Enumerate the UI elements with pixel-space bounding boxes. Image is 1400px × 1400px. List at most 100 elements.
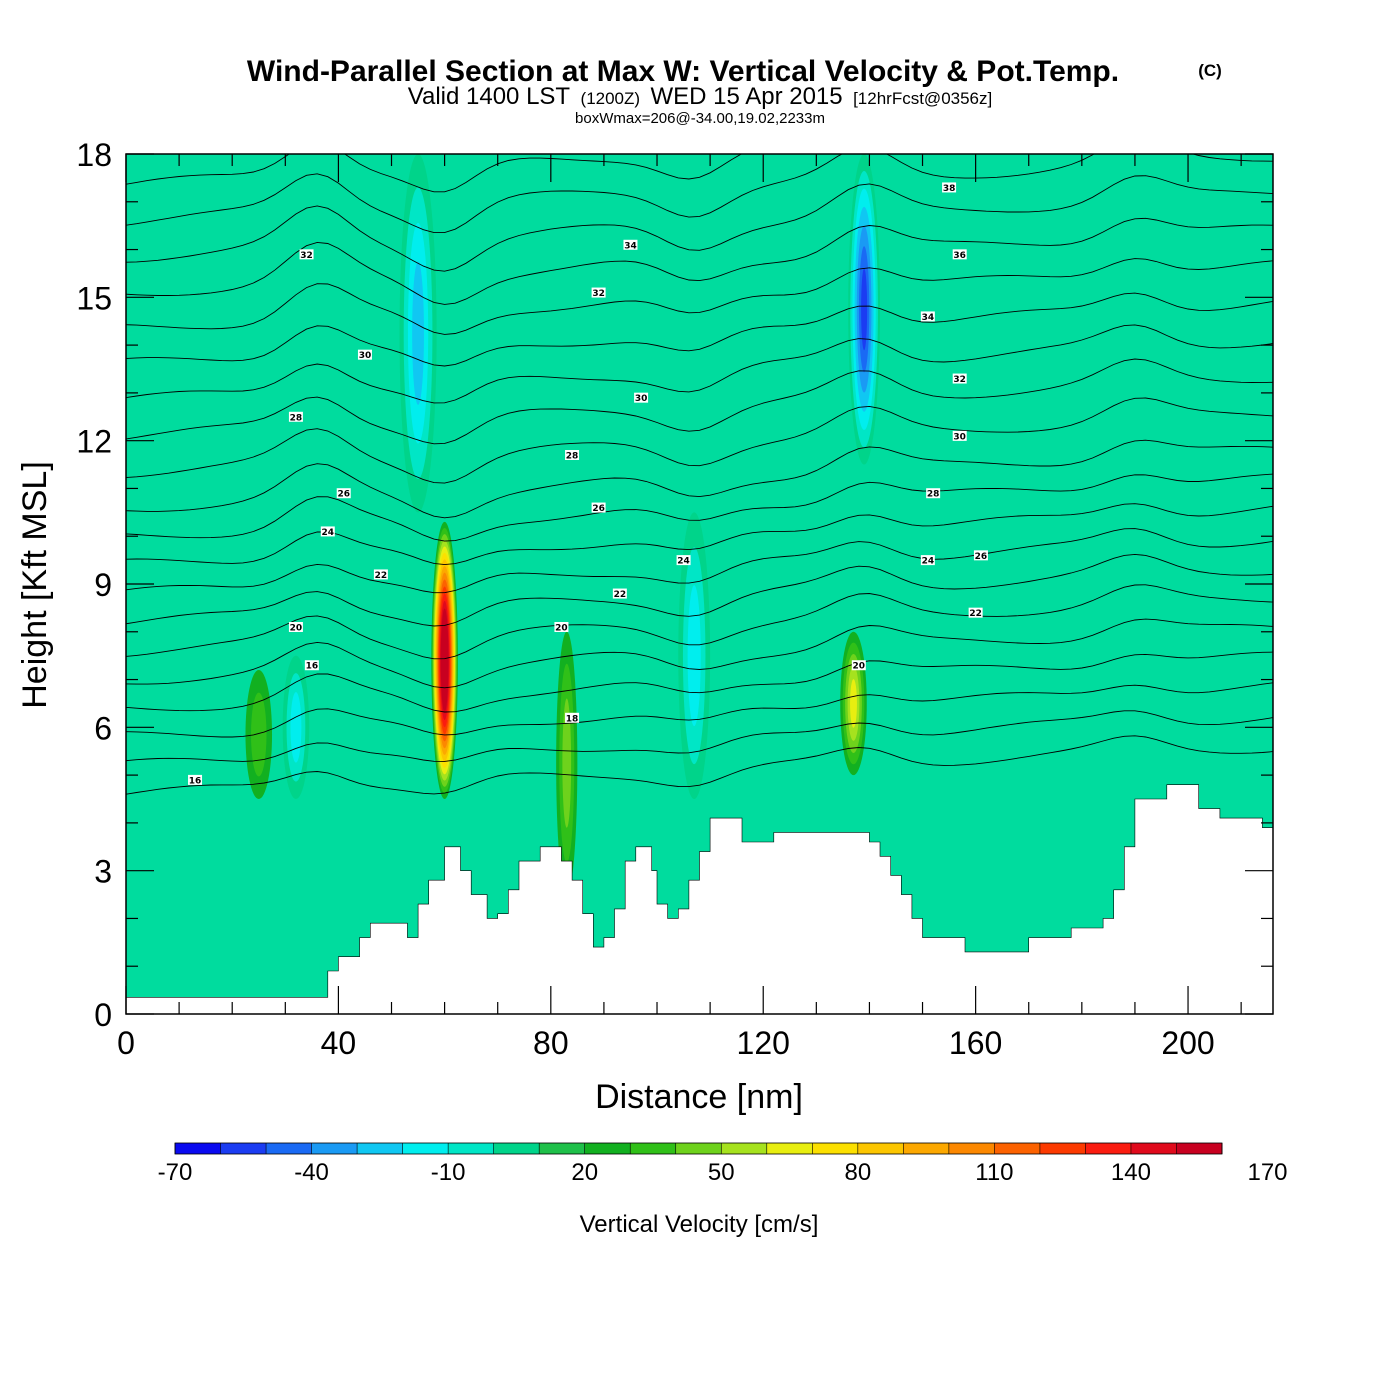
colorbar-swatch [1039,1143,1086,1154]
colorbar-tick-label: 170 [1247,1159,1287,1186]
contour-label: 22 [373,569,388,581]
contour-label: 26 [591,502,606,514]
contour-label-text: 30 [359,351,372,361]
contour-label: 24 [920,555,935,567]
colorbar-swatch [584,1143,631,1154]
chart-title: Wind-Parallel Section at Max W: Vertical… [247,55,1119,88]
colorbar-tick-label: 110 [975,1159,1013,1186]
theta-contour [126,735,1273,795]
zulu-time: (1200Z) [581,89,641,108]
theta-contour [126,651,1273,713]
contour-label: 20 [554,622,569,634]
contour-label-text: 30 [953,432,966,442]
contour-label: 20 [288,622,303,634]
contour-label-text: 32 [953,375,966,385]
contour-label: 30 [952,430,967,442]
colorbar: -70 -40 -10 20 50 80 110 140 170 [158,1142,1288,1186]
theta-contour [126,584,1273,660]
theta-contour [126,397,1273,484]
contour-label: 32 [299,249,314,261]
colorbar-frame [174,1142,1223,1155]
colorbar-swatch [721,1143,768,1154]
contour-label-text: 22 [614,590,627,600]
contour-label: 30 [634,392,649,404]
x-tick-label: 120 [737,1025,790,1061]
contour-label-text: 20 [555,624,568,634]
theta-contour [126,154,743,193]
colorbar-swatch [903,1143,950,1154]
contour-label: 30 [357,349,372,361]
theta-contour [126,324,1273,404]
contour-label: 24 [676,555,691,567]
theta-contour [126,682,1273,738]
contour-label: 32 [952,373,967,385]
velocity-core-3 [245,670,273,799]
contour-label: 16 [304,660,319,672]
x-tick-label: 80 [533,1025,569,1061]
colorbar-swatch [1130,1143,1177,1154]
contour-label-text: 16 [189,776,202,786]
contour-label: 26 [973,550,988,562]
theta-contour [126,358,1273,445]
theta-contour [126,439,1273,519]
colorbar-swatch [266,1143,313,1154]
y-tick-label: 0 [94,997,112,1033]
contour-label: 24 [320,526,335,538]
velocity-band [442,642,447,679]
theta-contour [126,618,1273,689]
valid-line: Valid 1400 LST (1200Z) WED 15 Apr 2015 [… [408,83,992,110]
contour-label-text: 26 [337,490,350,500]
contour-label-text: 34 [624,241,637,251]
forecast-info: [12hrFcst@0356z] [853,89,992,108]
contour-label: 38 [942,182,957,194]
contour-labels: 16 16 18 20 20 20 22 22 22 24 24 24 26 26 26 28 28 28 30 30… [188,182,988,786]
x-axis-label: Distance [nm] [595,1078,803,1116]
theta-contour [126,553,1273,627]
theta-contour [126,175,1273,272]
contour-label: 22 [968,607,983,619]
colorbar-tick-label: 20 [571,1159,598,1186]
velocity-band [251,692,267,777]
contour-label-text: 28 [290,413,303,423]
vertical-velocity-field [245,154,881,895]
colorbar-tick-label: -10 [431,1159,466,1186]
contour-label-text: 20 [853,662,866,672]
colorbar-swatch [311,1143,358,1154]
y-tick-label: 15 [76,280,112,316]
x-axis: 0 40 80 120 160 200 [117,154,1242,1061]
colorbar-tick-label: 140 [1111,1159,1151,1186]
velocity-band [850,679,857,728]
box-wmax-info: boxWmax=206@-34.00,19.02,2233m [575,110,825,127]
velocity-core-1 [431,521,458,799]
colorbar-swatch [448,1143,495,1154]
potential-temperature-contours [126,154,1273,795]
velocity-core-7 [282,655,310,799]
contour-label-text: 32 [592,289,605,299]
colorbar-tick-label: -70 [158,1159,193,1186]
x-tick-label: 160 [949,1025,1002,1061]
contour-label: 20 [851,660,866,672]
contour-label: 34 [623,239,638,251]
velocity-core-5 [848,154,881,465]
contour-label-text: 20 [290,624,303,634]
contour-label: 34 [920,311,935,323]
contour-label: 32 [591,287,606,299]
contour-label-text: 16 [306,662,319,672]
velocity-band [562,698,572,828]
contour-label-text: 24 [922,557,935,567]
colorbar-swatch [220,1143,267,1154]
contour-label-text: 26 [592,504,605,514]
colorbar-swatch [857,1143,904,1154]
y-tick-label: 9 [94,567,112,603]
contour-label-text: 28 [927,490,940,500]
colorbar-swatch [812,1143,859,1154]
contour-label-text: 24 [677,557,690,567]
y-axis-label: Height [Kft MSL] [16,461,54,709]
velocity-core-8 [678,512,711,799]
contour-label: 28 [288,411,303,423]
colorbar-label: Vertical Velocity [cm/s] [580,1211,819,1238]
contour-label: 16 [188,774,203,786]
y-tick-label: 6 [94,710,112,746]
contour-label-text: 30 [635,394,648,404]
